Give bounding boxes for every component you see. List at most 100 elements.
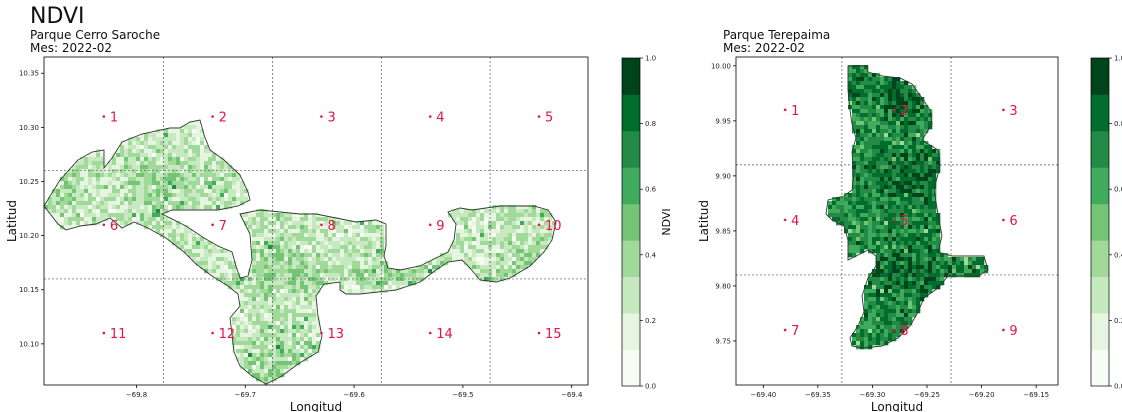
colorbar-label: NDVI: [660, 208, 673, 235]
colorbar-segment: [1091, 276, 1109, 314]
zone-label: 6: [110, 219, 118, 234]
colorbar-segment: [1091, 349, 1109, 387]
month-label-right: Mes: 2022-02: [723, 41, 805, 55]
x-tick-label: −69.4: [561, 391, 583, 399]
zone-marker: [428, 115, 432, 118]
colorbar-segment: [1091, 94, 1109, 132]
colorbar-tick-label: 0.6: [645, 186, 657, 194]
y-axis-label: Latitud: [5, 200, 19, 242]
y-axis-label: Latitud: [697, 200, 711, 242]
colorbar-segment: [1091, 130, 1109, 168]
zone-marker: [537, 223, 541, 227]
colorbar-segment: [622, 167, 640, 205]
zone-label: 12: [219, 327, 236, 342]
y-tick-label: 10.10: [19, 340, 39, 348]
axes-frame: [43, 56, 589, 386]
y-tick-label: 10.35: [19, 70, 39, 78]
zone-marker: [892, 218, 896, 222]
x-tick-label: −69.25: [914, 391, 940, 399]
colorbar-segment: [622, 58, 640, 95]
zone-marker: [102, 223, 106, 227]
colorbar-tick-label: 1.0: [645, 55, 656, 63]
zone-marker: [783, 328, 787, 332]
zone-label: 13: [327, 327, 344, 342]
zone-marker: [428, 223, 432, 227]
zone-label: 2: [219, 111, 227, 126]
ndvi-raster: [828, 65, 989, 350]
zone-label: 6: [1009, 214, 1017, 229]
park-boundary: [825, 65, 989, 349]
colorbar-segment: [1091, 167, 1109, 205]
zone-marker: [1002, 328, 1005, 332]
colorbar-tick-label: 1.0: [1114, 55, 1122, 63]
map-panel-2: 1 2 3 4 5 6 7 8 9 −69.40 −69.35 −69.30 −69.25 −69.20 −…: [697, 55, 1122, 412]
colorbar-tick-label: 0.6: [1114, 186, 1122, 194]
zone-marker: [537, 331, 541, 335]
zone-marker: [320, 331, 323, 335]
park-label-right: Parque Terepaima: [723, 28, 831, 42]
zone-marker: [211, 331, 214, 335]
zone-label: 7: [791, 324, 799, 339]
colorbar-segment: [1091, 58, 1109, 95]
colorbar-segment: [1091, 240, 1109, 278]
zone-label: 1: [110, 111, 118, 126]
y-tick-label: 9.90: [715, 172, 731, 180]
x-axis-label: Longitud: [290, 400, 342, 412]
colorbar-frame: [621, 57, 641, 387]
y-tick-label: 9.75: [715, 337, 731, 345]
y-tick-label: 9.95: [715, 117, 731, 125]
zone-marker: [211, 223, 214, 227]
figure-title: NDVI: [30, 4, 85, 29]
y-tick-label: 10.15: [19, 286, 39, 294]
y-tick-label: 10.20: [19, 232, 39, 240]
x-tick-label: −69.5: [452, 391, 473, 399]
colorbar-tick-label: 0.8: [645, 120, 656, 128]
y-tick-label: 10.30: [19, 124, 39, 132]
colorbar-segment: [622, 276, 640, 314]
colorbar-segment: [622, 313, 640, 350]
colorbar-tick-label: 0.2: [1114, 317, 1122, 325]
zone-label: 4: [436, 111, 444, 126]
x-tick-label: −69.40: [750, 391, 776, 399]
y-tick-label: 9.85: [715, 227, 731, 235]
x-tick-label: −69.15: [1023, 391, 1049, 399]
zone-label: 9: [436, 219, 444, 234]
colorbar-tick-label: 0.2: [645, 317, 656, 325]
x-tick-label: −69.20: [969, 391, 995, 399]
park-label-left: Parque Cerro Saroche: [30, 28, 161, 42]
colorbar-segment: [622, 349, 640, 387]
zone-label: 3: [1009, 104, 1017, 119]
zone-marker: [783, 108, 787, 112]
zone-label: 5: [545, 111, 553, 126]
x-tick-label: −69.30: [859, 391, 885, 399]
zone-marker: [320, 223, 323, 227]
colorbar-tick-label: 0.0: [1114, 383, 1122, 391]
zone-marker: [1002, 218, 1005, 222]
zone-label: 10: [545, 219, 562, 234]
colorbar-tick-label: 0.4: [645, 251, 657, 259]
zone-label: 9: [1009, 324, 1017, 339]
colorbar-tick-label: 0.4: [1114, 251, 1122, 259]
y-tick-label: 9.80: [715, 282, 731, 290]
zone-label: 1: [791, 104, 799, 119]
zone-label: 15: [545, 327, 562, 342]
zone-label: 5: [900, 214, 908, 229]
zone-marker: [892, 108, 896, 112]
x-tick-label: −69.8: [126, 391, 147, 399]
colorbar-tick-label: 0.8: [1114, 120, 1122, 128]
x-tick-label: −69.35: [805, 391, 831, 399]
zone-marker: [783, 218, 787, 222]
zone-label: 14: [436, 327, 453, 342]
x-tick-label: −69.7: [235, 391, 256, 399]
x-axis-label: Longitud: [871, 400, 923, 412]
zone-marker: [211, 115, 214, 118]
y-tick-label: 10.00: [711, 62, 731, 70]
y-tick-label: 10.25: [19, 178, 39, 186]
zone-label: 8: [327, 219, 335, 234]
zone-label: 3: [327, 111, 335, 126]
colorbar-frame: [1090, 57, 1110, 387]
month-label-left: Mes: 2022-02: [30, 41, 112, 55]
